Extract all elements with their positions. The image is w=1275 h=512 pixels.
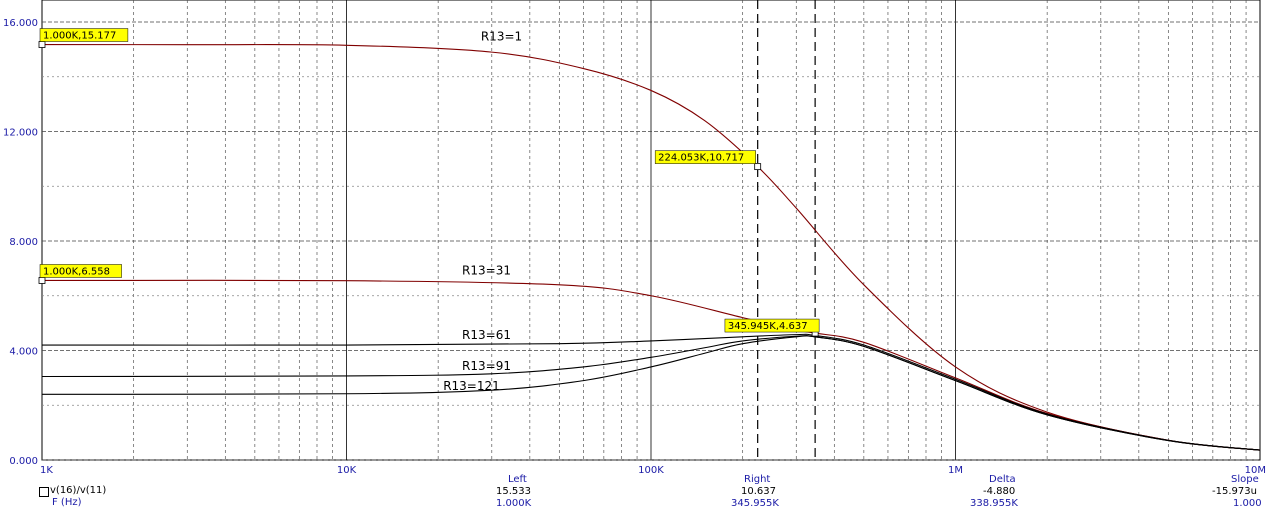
x-tick-label: 100K: [638, 465, 664, 476]
y-tick-label: 16.000: [3, 18, 38, 29]
footer-slope-value-2: 1.000: [1233, 498, 1262, 509]
x-tick-label: 10K: [337, 465, 357, 476]
series-line-R13=1: [41, 43, 1261, 451]
x-tick-label: 1M: [948, 465, 963, 476]
footer-right-value-1: 10.637: [741, 486, 776, 497]
point-labels: R13=1 R13=31 R13=61 R13=91 R13=121 1.000K,15.…: [38, 28, 820, 393]
footer-header-left: Left: [508, 474, 527, 485]
series-line-R13=121: [41, 335, 1261, 451]
footer-left-value-2: 1.000K: [496, 498, 532, 509]
series-label: R13=91: [462, 359, 511, 373]
series-label: R13=1: [481, 30, 522, 44]
point-label: 1.000K,15.177: [43, 31, 116, 42]
footer-header-slope: Slope: [1231, 474, 1259, 485]
series-line-R13=61: [41, 333, 1261, 451]
y-tick-label: 12.000: [3, 128, 38, 139]
footer-header-delta: Delta: [989, 474, 1016, 485]
series-label: R13=31: [462, 264, 511, 278]
point-label: 224.053K,10.717: [658, 153, 744, 164]
footer-delta-value-2: 338.955K: [970, 498, 1018, 509]
series-label: R13=61: [462, 328, 511, 342]
footer-x-name: F (Hz): [52, 497, 82, 508]
point-label-box: [39, 264, 122, 278]
axis-ticks: 0.000 4.000 8.000 12.000 16.000 1K 10K 100K 1M 10…: [3, 18, 1266, 476]
footer-slope-value-1: -15.973u: [1212, 486, 1257, 497]
legend-checkbox[interactable]: [39, 487, 49, 497]
grid: [41, 0, 1261, 461]
footer-trace-name: v(16)/v(11): [50, 485, 107, 496]
point-marker: [38, 277, 46, 284]
point-label-box: [39, 28, 129, 42]
point-marker: [754, 163, 762, 171]
series-label: R13=121: [443, 379, 500, 393]
point-label: 345.945K,4.637: [728, 321, 808, 332]
point-marker: [38, 41, 46, 48]
y-tick-label: 0.000: [9, 456, 38, 467]
footer-header-right: Right: [744, 474, 771, 485]
y-tick-label: 8.000: [9, 237, 38, 248]
point-label: 1.000K,6.558: [43, 266, 110, 277]
point-label-box: [724, 318, 820, 333]
footer-right-value-2: 345.955K: [731, 498, 779, 509]
cursors[interactable]: [757, 0, 816, 460]
x-tick-label: 1K: [40, 465, 53, 476]
footer-left-value-1: 15.533: [496, 486, 531, 497]
y-tick-label: 4.000: [9, 347, 38, 358]
x-tick-label: 10M: [1245, 465, 1266, 476]
footer-delta-value-1: -4.880: [983, 486, 1016, 497]
point-label-box: [654, 150, 756, 164]
